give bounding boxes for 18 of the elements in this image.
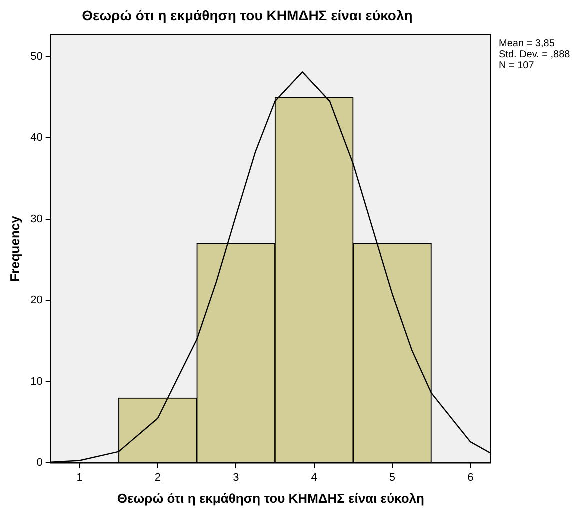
text: Mean = 3,85 <box>499 38 556 50</box>
y-tick-label: 30 <box>30 213 43 226</box>
y-tick-label: 20 <box>30 294 43 307</box>
x-axis-title: Θεωρώ ότι η εκμάθηση του ΚΗΜΔΗΣ είναι εύκολη <box>117 490 424 506</box>
y-tick-label: 40 <box>30 132 43 144</box>
x-tick-label: 1 <box>76 472 83 484</box>
text: N = 107 <box>499 60 535 72</box>
x-tick-label: 2 <box>154 472 162 484</box>
text: Std. Dev. = ,888 <box>499 50 571 61</box>
y-tick-label: 0 <box>36 457 43 470</box>
y-tick-label: 50 <box>30 50 43 63</box>
x-tick-label: 5 <box>389 472 396 484</box>
x-tick-label: 4 <box>311 472 318 484</box>
x-tick-label: 6 <box>468 472 474 484</box>
chart-title: Θεωρώ ότι η εκμάθηση του ΚΗΜΔΗΣ είναι εύκολη <box>82 7 413 24</box>
y-tick-label: 10 <box>30 376 43 388</box>
x-tick-label: 3 <box>233 472 240 484</box>
y-axis-title: Frequency <box>7 215 22 282</box>
